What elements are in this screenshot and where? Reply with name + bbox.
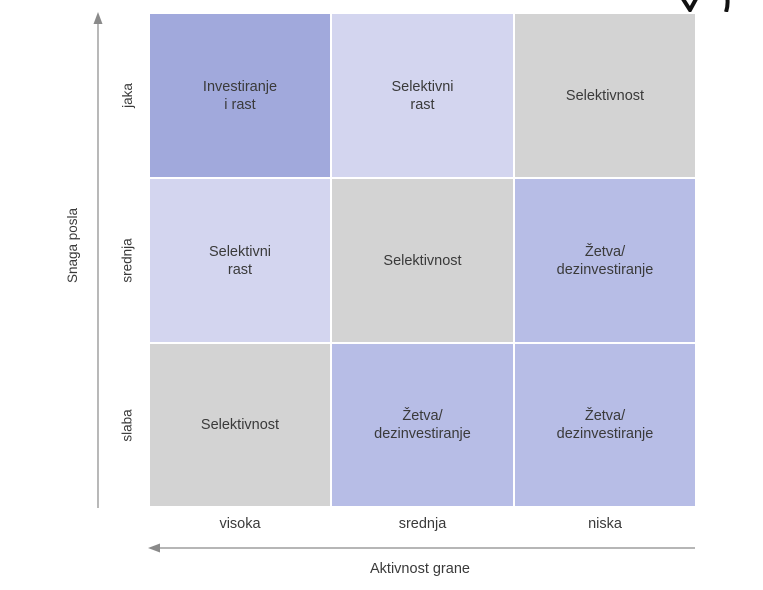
strategy-matrix: Investiranje i rast Selektivni rast Sele… xyxy=(150,14,695,506)
matrix-cell-r2-c2: Selektivnost xyxy=(332,179,513,342)
matrix-cell-r3-c2: Žetva/ dezinvestiranje xyxy=(332,344,513,506)
matrix-cell-text: Žetva/ dezinvestiranje xyxy=(556,243,654,278)
matrix-cell-text: Žetva/ dezinvestiranje xyxy=(374,408,471,442)
row-label-wrap-weak: slaba xyxy=(112,344,142,506)
matrix-cell-r1-c3: Selektivnost xyxy=(515,14,695,177)
matrix-cell-r1-c2: Selektivni rast xyxy=(332,14,513,177)
y-axis-title-wrap: Snaga posla xyxy=(58,170,88,320)
matrix-cell-text: Selektivni rast xyxy=(208,243,272,278)
row-label-medium: srednja xyxy=(119,238,135,283)
row-label-strong: jaka xyxy=(119,83,135,108)
matrix-cell-text: Selektivnost xyxy=(565,87,645,104)
cropped-heading-fragment xyxy=(681,0,730,12)
matrix-cell-text: Selektivnost xyxy=(200,417,280,433)
row-label-weak: slaba xyxy=(119,408,135,442)
x-axis-arrowhead xyxy=(148,543,160,553)
matrix-cell-r2-c1: Selektivni rast xyxy=(150,179,330,342)
matrix-cell-r3-c1: Selektivnost xyxy=(150,344,330,506)
matrix-cell-r1-c1: Investiranje i rast xyxy=(150,14,330,177)
matrix-cell-text: Žetva/ dezinvestiranje xyxy=(556,408,654,442)
x-axis-title: Aktivnost grane xyxy=(370,561,470,577)
column-label-high: visoka xyxy=(219,516,261,532)
y-axis-title: Snaga posla xyxy=(65,207,81,283)
matrix-cell-text: Selektivni rast xyxy=(391,78,454,113)
matrix-cell-r2-c3: Žetva/ dezinvestiranje xyxy=(515,179,695,342)
y-axis-arrowhead xyxy=(93,12,103,24)
matrix-cell-text: Selektivnost xyxy=(383,252,462,269)
row-label-wrap-strong: jaka xyxy=(112,14,142,177)
column-label-low: niska xyxy=(588,516,622,532)
matrix-cell-r3-c3: Žetva/ dezinvestiranje xyxy=(515,344,695,506)
column-label-medium: srednja xyxy=(398,516,447,532)
matrix-cell-text: Investiranje i rast xyxy=(202,78,278,113)
row-label-wrap-medium: srednja xyxy=(112,179,142,342)
